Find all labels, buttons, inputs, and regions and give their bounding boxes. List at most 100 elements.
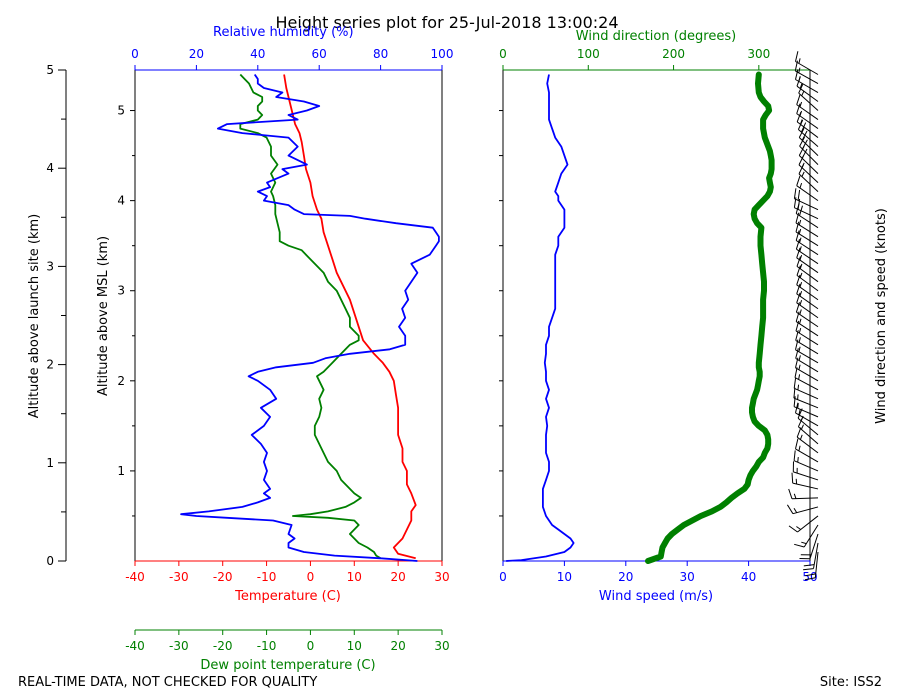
wind-barb-half-feather xyxy=(798,327,802,334)
agl-tick-label: 0 xyxy=(46,554,54,568)
wind-barb-half-feather xyxy=(793,507,798,513)
wind-barb-half-feather xyxy=(798,364,801,370)
wind-barb-feather xyxy=(796,292,801,303)
wind-barb-feather xyxy=(803,564,815,567)
dewpoint-tick-label: -30 xyxy=(169,639,189,653)
wind-barb xyxy=(795,339,819,355)
wind-barb xyxy=(793,397,819,409)
wind-barb xyxy=(795,448,819,463)
agl-tick-label: 1 xyxy=(46,456,54,470)
wind-barb-half-feather xyxy=(801,541,807,545)
wind-barb xyxy=(795,70,819,84)
wind-barb-half-feather xyxy=(797,394,799,400)
wind-barb-half-feather xyxy=(799,318,802,324)
footer-site: Site: ISS2 xyxy=(820,675,882,690)
dewpoint-tick-label: -10 xyxy=(257,639,277,653)
temperature-tick-label: -30 xyxy=(169,570,189,584)
humidity-tick-label: 80 xyxy=(373,47,388,61)
temperature-tick-label: -10 xyxy=(257,570,277,584)
wind-barb xyxy=(797,515,819,533)
wind-barb-feather xyxy=(800,122,807,133)
temperature-tick-label: 30 xyxy=(434,570,449,584)
humidity-tick-label: 60 xyxy=(312,47,327,61)
direction-tick-label: 100 xyxy=(577,47,600,61)
msl-tick-label: 2 xyxy=(117,374,125,388)
wind-barb xyxy=(803,524,819,548)
wind-barb-half-feather xyxy=(798,219,802,226)
wind-barb-feather xyxy=(791,472,794,484)
temperature-series-line xyxy=(283,74,417,560)
wind-barb xyxy=(796,257,819,274)
direction-series-line xyxy=(645,71,775,564)
dewpoint-tick-label: 30 xyxy=(434,639,449,653)
dewpoint-tick-label: -20 xyxy=(213,639,233,653)
temperature-tick-label: -20 xyxy=(213,570,233,584)
wind-barb xyxy=(798,155,819,174)
wind-barb-feather xyxy=(795,230,800,241)
wind-barb-half-feather xyxy=(801,90,805,97)
wind-barb-half-feather xyxy=(797,403,799,409)
wind-barb xyxy=(792,482,819,490)
temperature-tick-label: -40 xyxy=(125,570,145,584)
wind-barb xyxy=(798,92,819,111)
wind-barb-half-feather xyxy=(798,374,801,380)
wind-barb xyxy=(796,284,819,301)
speed-tick-label: 30 xyxy=(680,570,695,584)
wind-barb-feather xyxy=(798,83,804,94)
wind-barb-half-feather xyxy=(801,162,805,168)
wind-barb-half-feather xyxy=(799,434,803,440)
agl-tick-label: 5 xyxy=(46,63,54,77)
wind-barb-half-feather xyxy=(799,237,802,243)
wind-barb-feather xyxy=(786,504,794,514)
direction-axis-label: Wind direction (degrees) xyxy=(576,29,736,44)
wind-barb xyxy=(795,231,819,247)
humidity-tick-label: 40 xyxy=(250,47,265,61)
wind-barb-half-feather xyxy=(799,119,803,125)
wind-barb-feather xyxy=(801,148,808,159)
wind-barb xyxy=(796,436,819,454)
wind-barb xyxy=(795,357,819,373)
wind-barb xyxy=(796,302,819,319)
wind-barb-half-feather xyxy=(801,171,805,177)
wind-barb xyxy=(793,406,819,418)
wind-barb xyxy=(796,113,819,129)
wind-barb-feather xyxy=(797,189,801,201)
humidity-series-line xyxy=(180,73,440,562)
wind-barb xyxy=(796,121,819,138)
msl-tick-label: 3 xyxy=(117,284,125,298)
wind-barb-feather xyxy=(796,94,801,105)
speed-series-line xyxy=(506,74,575,562)
dewpoint-tick-label: -40 xyxy=(125,639,145,653)
wind-barb xyxy=(813,542,819,569)
wind-barb xyxy=(796,248,819,265)
wind-barb xyxy=(795,79,819,93)
wind-barb-feather xyxy=(796,247,801,258)
wind-barb-feather xyxy=(795,221,800,233)
agl-tick-label: 2 xyxy=(46,358,54,372)
wind-barb-feather xyxy=(795,239,800,250)
wind-barb-half-feather xyxy=(799,101,803,108)
wind-barb-half-feather xyxy=(800,424,804,430)
wind-barb-half-feather xyxy=(799,300,803,306)
wind-barb xyxy=(798,137,819,156)
wind-barb xyxy=(792,506,819,515)
wind-barb xyxy=(794,198,819,211)
humidity-tick-label: 0 xyxy=(131,47,139,61)
wind-barb-half-feather xyxy=(798,445,801,452)
humidity-axis-label: Relative humidity (%) xyxy=(213,25,354,40)
wind-barb xyxy=(795,412,819,427)
temperature-tick-label: 0 xyxy=(307,570,315,584)
temperature-tick-label: 10 xyxy=(347,570,362,584)
wind-barb xyxy=(795,321,819,337)
wind-barb xyxy=(795,330,819,346)
wind-barb-feather xyxy=(796,175,801,186)
wind-barb xyxy=(793,460,819,472)
wind-barb-feather xyxy=(801,139,808,150)
direction-tick-label: 300 xyxy=(747,47,770,61)
speed-tick-label: 0 xyxy=(499,570,507,584)
barb-axis-label: Wind direction and speed (knots) xyxy=(874,208,889,424)
msl-tick-label: 4 xyxy=(117,194,125,208)
wind-barb xyxy=(796,311,819,328)
wind-barb-half-feather xyxy=(799,291,803,297)
wind-barb-half-feather xyxy=(798,346,801,352)
